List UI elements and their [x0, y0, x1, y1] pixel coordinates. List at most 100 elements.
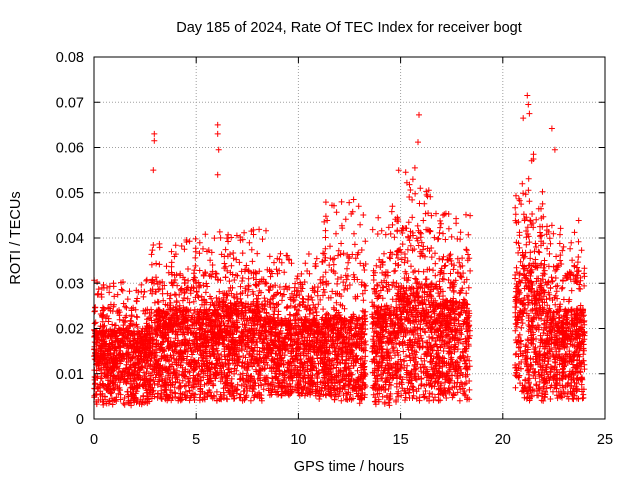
data-point	[172, 372, 179, 379]
data-point	[387, 230, 394, 237]
data-point	[173, 298, 180, 304]
data-point	[331, 255, 338, 262]
data-point	[133, 343, 140, 349]
data-point	[153, 364, 160, 371]
data-point	[198, 368, 205, 375]
data-point	[107, 377, 114, 384]
data-point	[151, 336, 158, 343]
data-point	[91, 376, 98, 383]
data-point	[96, 357, 103, 364]
data-point	[140, 293, 147, 300]
data-point	[104, 348, 111, 355]
data-point	[149, 290, 156, 297]
data-point	[153, 260, 160, 267]
data-point	[177, 286, 184, 293]
data-point	[125, 399, 132, 406]
data-point	[107, 364, 113, 371]
data-point	[306, 311, 313, 317]
data-point	[161, 282, 168, 289]
data-point	[98, 375, 105, 382]
data-point	[322, 234, 329, 241]
data-point	[338, 240, 345, 247]
data-point	[162, 367, 169, 374]
data-point	[153, 356, 160, 363]
data-point	[361, 308, 368, 315]
data-point	[95, 397, 102, 403]
data-point	[157, 317, 164, 324]
data-point	[135, 289, 142, 296]
data-point	[172, 303, 179, 310]
data-point	[361, 267, 368, 273]
data-point	[148, 261, 155, 268]
data-point	[351, 230, 357, 237]
data-point	[234, 381, 241, 388]
data-point	[137, 348, 144, 355]
data-point	[185, 266, 191, 272]
data-point	[112, 396, 119, 403]
data-point	[382, 231, 389, 238]
data-point	[127, 338, 134, 345]
data-point	[167, 370, 174, 377]
data-points	[91, 92, 588, 409]
data-point	[234, 272, 241, 279]
data-point	[179, 297, 186, 304]
data-point	[167, 363, 174, 370]
data-point	[154, 298, 161, 305]
data-point	[176, 353, 183, 360]
data-point	[185, 277, 192, 284]
data-point	[248, 246, 255, 253]
data-point	[106, 305, 113, 312]
data-point	[206, 373, 213, 379]
data-point	[179, 331, 186, 338]
data-point	[224, 235, 230, 242]
data-point	[275, 311, 282, 318]
data-point	[414, 222, 421, 229]
data-point	[110, 303, 117, 310]
data-point	[114, 291, 121, 298]
data-point	[202, 289, 209, 296]
data-point	[186, 299, 193, 306]
data-point	[196, 250, 203, 257]
data-point	[134, 385, 141, 392]
data-point	[162, 301, 169, 308]
data-point	[239, 275, 246, 281]
data-point	[165, 306, 172, 313]
data-point	[92, 330, 99, 337]
data-point	[333, 230, 339, 237]
data-point	[153, 288, 159, 295]
data-point	[99, 393, 106, 400]
data-point	[134, 324, 141, 330]
data-point	[117, 387, 123, 394]
data-point	[177, 270, 184, 277]
data-point	[170, 279, 177, 286]
data-point	[98, 312, 105, 319]
data-point	[129, 393, 136, 400]
data-point	[172, 393, 179, 400]
data-point	[145, 338, 152, 345]
data-point	[316, 396, 323, 402]
data-point	[174, 367, 180, 374]
data-point	[228, 262, 235, 269]
data-point	[142, 363, 149, 369]
data-point	[168, 269, 175, 276]
data-point	[204, 283, 211, 290]
data-point	[217, 234, 224, 241]
data-point	[324, 217, 331, 224]
data-point	[114, 337, 121, 344]
data-point	[360, 297, 367, 304]
data-point	[107, 355, 114, 362]
data-point	[174, 331, 180, 338]
data-point	[426, 227, 433, 234]
data-point	[129, 355, 136, 362]
data-point	[172, 343, 179, 350]
data-point	[126, 288, 133, 295]
data-point	[357, 221, 364, 228]
data-point	[111, 293, 118, 300]
data-point	[124, 376, 131, 383]
data-point	[141, 330, 148, 337]
data-point	[132, 306, 139, 313]
data-point	[192, 391, 199, 398]
data-point	[322, 213, 329, 220]
data-point	[121, 395, 128, 401]
data-point	[159, 278, 166, 285]
